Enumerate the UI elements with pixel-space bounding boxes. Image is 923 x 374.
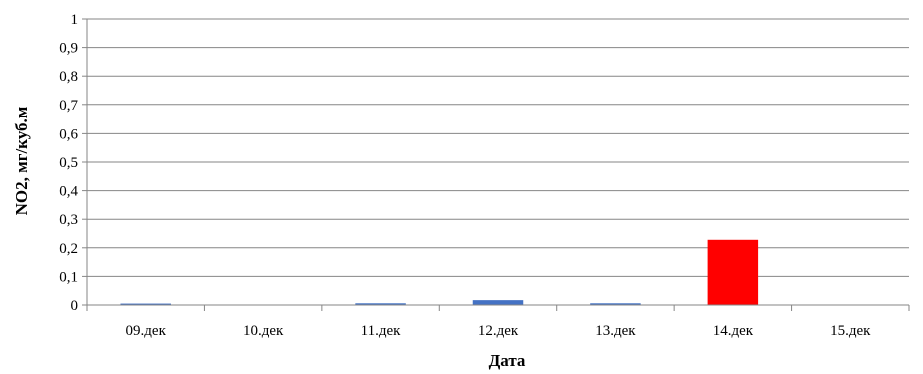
x-axis-title: Дата — [489, 351, 526, 370]
y-tick-label: 0,7 — [59, 98, 78, 114]
y-tick-label: 0,2 — [59, 241, 78, 257]
axes — [82, 18, 910, 311]
y-tick-label: 0,3 — [59, 212, 78, 228]
y-tick-label: 0,1 — [59, 269, 78, 285]
x-tick-label: 15.дек — [830, 323, 871, 339]
x-tick-label: 14.дек — [713, 323, 754, 339]
x-tick-label: 10.дек — [243, 323, 284, 339]
y-tick-label: 0,6 — [59, 126, 78, 142]
x-tick-label: 09.дек — [126, 323, 167, 339]
y-tick-label: 0,9 — [59, 41, 78, 57]
y-axis-title: NO2, мг/куб.м — [12, 106, 31, 215]
y-tick-label: 0,8 — [59, 69, 78, 85]
y-tick-label: 0 — [71, 298, 79, 314]
bar-11.дек — [355, 303, 406, 305]
y-tick-label: 0,5 — [59, 155, 78, 171]
y-tick-labels: 0 0,1 0,2 0,3 0,4 0,5 0,6 0,7 0,8 0,9 1 — [59, 12, 78, 314]
x-tick-label: 13.дек — [595, 323, 636, 339]
bar-14.дек — [707, 239, 759, 305]
x-tick-labels: 09.дек 10.дек 11.дек 12.дек 13.дек 14.дек 15.д… — [126, 323, 872, 339]
bar-09.дек — [120, 303, 171, 305]
y-tick-label: 0,4 — [59, 184, 78, 200]
grid-lines — [87, 18, 909, 277]
y-tick-label: 1 — [71, 12, 79, 28]
bar-13.дек — [590, 303, 641, 305]
x-tick-label: 12.дек — [478, 323, 519, 339]
bar-12.дек — [472, 300, 524, 305]
x-tick-label: 11.дек — [361, 323, 401, 339]
bars — [120, 239, 759, 305]
